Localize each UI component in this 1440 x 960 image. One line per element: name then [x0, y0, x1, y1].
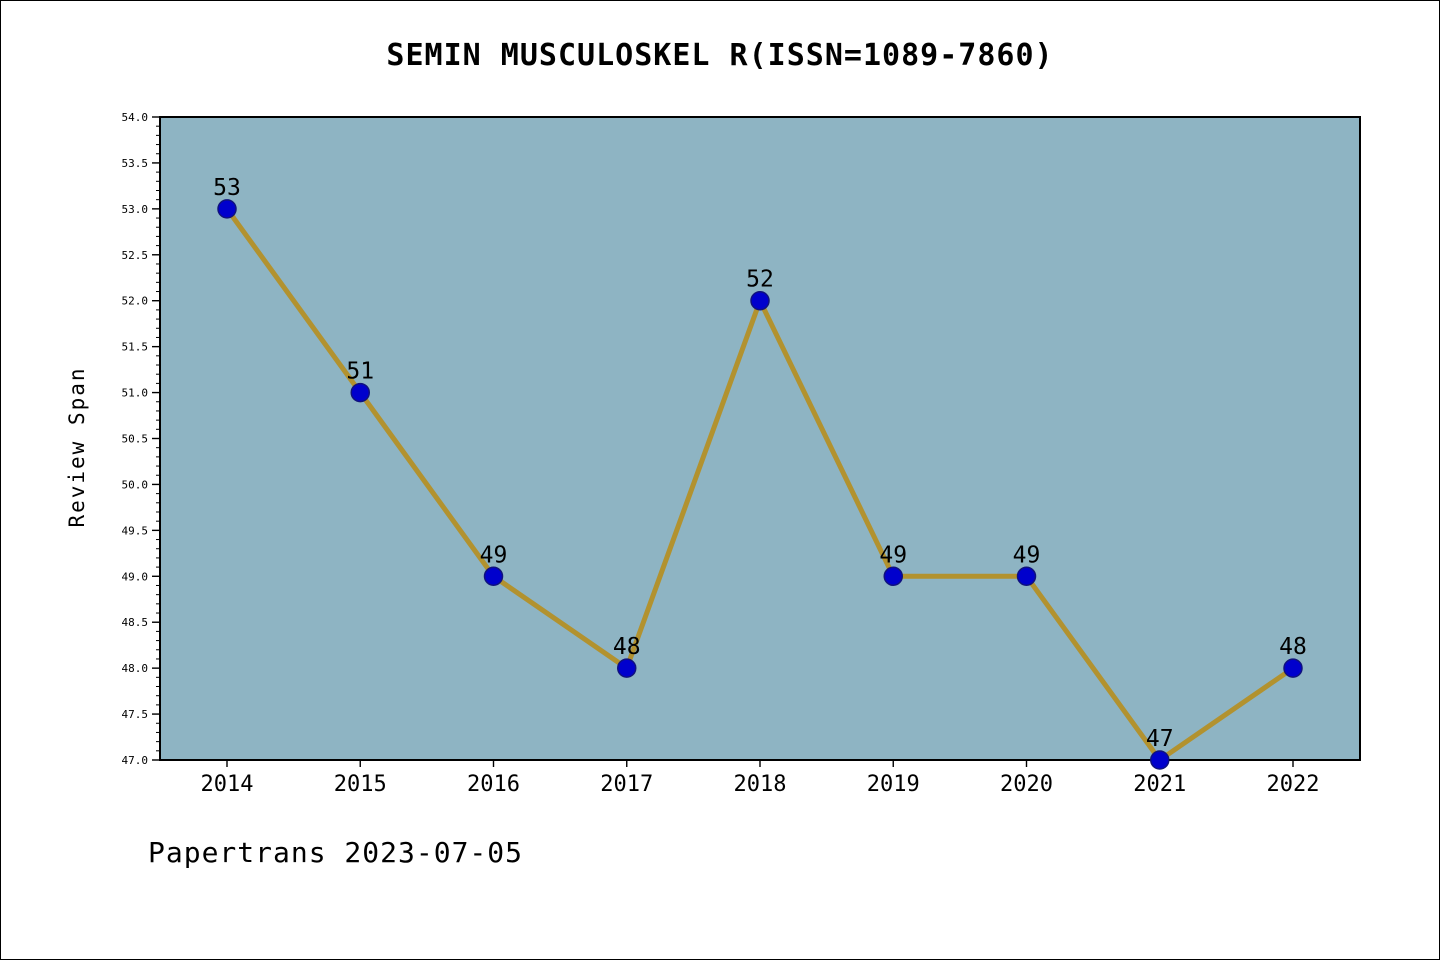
y-axis-title: Review Span [65, 366, 89, 528]
y-tick-label: 51.0 [122, 387, 149, 400]
data-point [350, 382, 370, 403]
x-tick-label: 2020 [1000, 772, 1053, 797]
y-tick-label: 54.0 [122, 111, 149, 124]
data-point [483, 566, 504, 587]
point-label: 49 [480, 542, 508, 568]
x-tick-label: 2022 [1267, 772, 1320, 797]
data-point [1016, 566, 1037, 587]
point-label: 53 [213, 175, 241, 201]
data-point [883, 566, 903, 587]
y-tick-label: 49.5 [122, 524, 149, 537]
y-tick-label: 50.0 [122, 478, 149, 491]
x-tick-label: 2015 [334, 772, 387, 797]
y-tick-label: 52.5 [122, 249, 149, 262]
chart-title: SEMIN MUSCULOSKEL R(ISSN=1089-7860) [386, 38, 1054, 73]
point-label: 48 [1279, 634, 1307, 660]
y-tick-label: 47.0 [122, 754, 149, 767]
y-tick-label: 48.0 [122, 662, 149, 675]
x-tick-label: 2014 [201, 772, 254, 797]
x-tick-label: 2018 [734, 772, 787, 797]
x-tick-label: 2016 [467, 772, 520, 797]
point-label: 48 [613, 634, 641, 660]
data-point [1283, 658, 1303, 678]
point-label: 52 [746, 267, 774, 293]
y-tick-label: 50.5 [122, 433, 149, 446]
plot-area [159, 116, 1361, 761]
point-label: 49 [879, 542, 907, 568]
y-tick-label: 53.0 [122, 203, 149, 216]
y-tick-label: 51.5 [122, 341, 149, 354]
x-tick-label: 2017 [600, 772, 653, 797]
data-point [750, 290, 770, 311]
point-label: 47 [1146, 726, 1174, 752]
data-point [217, 199, 237, 219]
x-tick-label: 2021 [1133, 772, 1186, 797]
point-label: 51 [346, 359, 374, 385]
y-tick-label: 52.0 [122, 295, 149, 308]
y-tick-label: 53.5 [122, 157, 149, 170]
point-label: 49 [1013, 542, 1041, 568]
y-tick-label: 48.5 [122, 616, 149, 629]
footer-caption: Papertrans 2023-07-05 [148, 836, 524, 869]
x-tick-label: 2019 [867, 772, 920, 797]
y-tick-label: 49.0 [122, 570, 149, 583]
y-tick-label: 47.5 [122, 708, 149, 721]
data-point [1150, 750, 1170, 770]
data-point [617, 658, 637, 678]
